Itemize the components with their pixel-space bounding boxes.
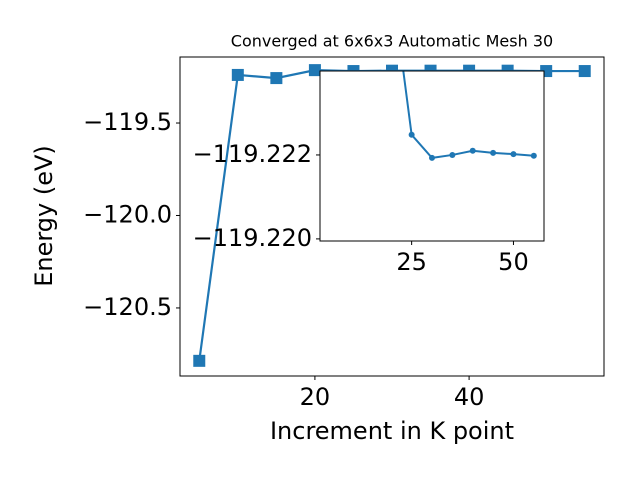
y-axis-label: Energy (eV) (30, 145, 58, 287)
marker (231, 68, 244, 81)
axes-frame (319, 70, 545, 242)
marker (193, 354, 206, 367)
series-line (402, 71, 534, 159)
x-tick-label: 20 (300, 383, 331, 411)
marker (490, 149, 497, 156)
x-tick-label: 50 (498, 248, 529, 276)
x-tick-label: 25 (396, 248, 427, 276)
chart-title: Converged at 6x6x3 Automatic Mesh 30 (231, 32, 553, 51)
x-tick-label: 40 (454, 383, 485, 411)
marker (510, 151, 517, 158)
y-tick-label: −120.0 (83, 200, 172, 228)
y-tick-label: −119.5 (83, 108, 172, 136)
marker (578, 65, 591, 78)
x-axis-label: Increment in K point (270, 417, 514, 445)
marker (429, 154, 435, 161)
marker (408, 131, 415, 138)
y-tick-label: −119.222 (193, 140, 312, 168)
plot-area (402, 71, 537, 161)
marker (270, 72, 283, 85)
y-tick-label: −120.5 (83, 293, 172, 321)
marker (449, 151, 456, 158)
axes-frame (179, 56, 605, 377)
marker (308, 64, 321, 77)
y-tick-label: −119.220 (193, 224, 312, 252)
marker (530, 152, 537, 159)
marker (469, 147, 476, 154)
